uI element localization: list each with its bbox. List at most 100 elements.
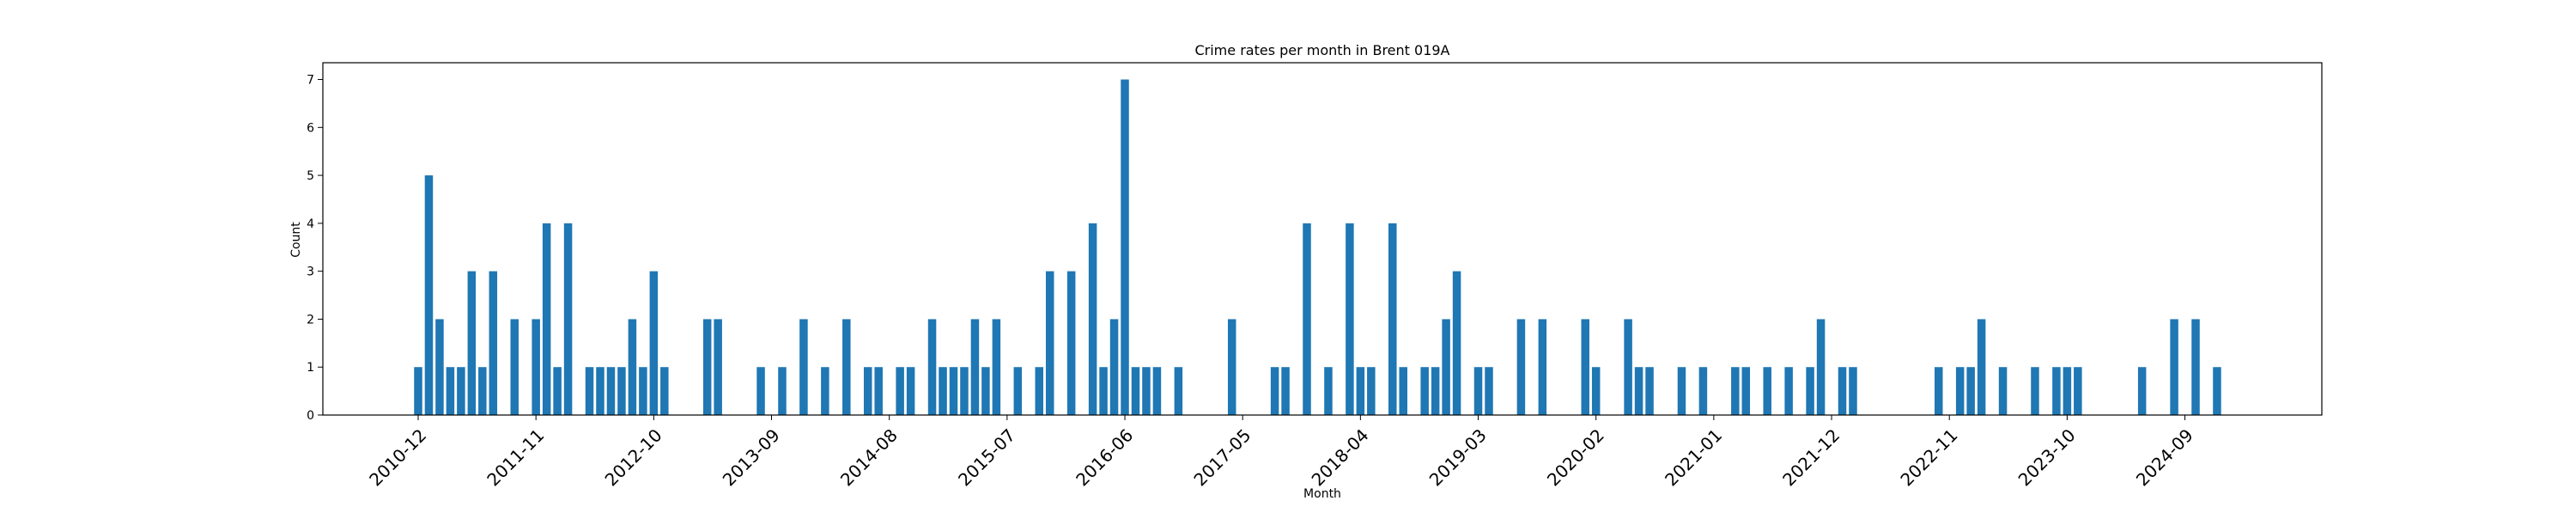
- bar: [1388, 223, 1397, 415]
- bar: [1763, 367, 1771, 415]
- bar: [1367, 367, 1376, 415]
- bar: [1849, 367, 1857, 415]
- bar: [1346, 223, 1354, 415]
- bar: [1591, 367, 1601, 415]
- bar: [532, 319, 540, 415]
- bar: [1731, 367, 1740, 415]
- bar: [1088, 223, 1097, 415]
- bar: [1538, 319, 1547, 415]
- bar: [1281, 367, 1290, 415]
- bar: [1955, 367, 1965, 415]
- bar: [1035, 367, 1044, 415]
- bar: [1485, 367, 1493, 415]
- y-tick-label: 6: [307, 121, 314, 135]
- bar: [585, 367, 594, 415]
- bar: [1473, 367, 1483, 415]
- bar: [1784, 367, 1793, 415]
- bar: [1816, 319, 1826, 415]
- bar: [1698, 367, 1708, 415]
- bar: [553, 367, 562, 415]
- bar: [1013, 367, 1023, 415]
- y-tick-label: 3: [307, 266, 314, 279]
- bar: [1442, 319, 1450, 415]
- bar: [1934, 367, 1943, 415]
- bar: [874, 367, 883, 415]
- bar: [1131, 367, 1140, 415]
- bar: [1966, 367, 1975, 415]
- y-tick-label: 2: [307, 313, 314, 327]
- bar: [478, 367, 487, 415]
- bar: [1045, 271, 1054, 415]
- bar: [1356, 367, 1365, 415]
- bar: [1099, 367, 1108, 415]
- bar: [1152, 367, 1162, 415]
- bar: [1174, 367, 1183, 415]
- bar: [435, 319, 444, 415]
- bar: [1741, 367, 1751, 415]
- bar: [949, 367, 958, 415]
- y-tick-label: 1: [307, 361, 314, 375]
- y-axis: 0 1 2 3 4 5 6 7: [307, 74, 323, 423]
- bars-layer: [414, 79, 2221, 416]
- bar: [1838, 367, 1847, 415]
- bar: [660, 367, 669, 415]
- bar: [457, 367, 465, 415]
- y-tick-label: 0: [307, 409, 314, 423]
- x-axis-label: Month: [1303, 487, 1341, 501]
- bar: [1270, 367, 1279, 415]
- bar: [542, 223, 551, 415]
- bar: [467, 271, 477, 415]
- bar: [510, 319, 519, 415]
- bar: [1516, 319, 1526, 415]
- bar: [799, 319, 808, 415]
- bar: [778, 367, 787, 415]
- bar: [446, 367, 455, 415]
- bar: [563, 223, 573, 415]
- bar: [906, 367, 915, 415]
- bar: [2052, 367, 2061, 415]
- bar: [2074, 367, 2082, 415]
- bar: [1324, 367, 1333, 415]
- bar: [2213, 367, 2221, 415]
- y-tick-label: 4: [307, 217, 314, 231]
- bar: [960, 367, 969, 415]
- bar: [1303, 223, 1311, 415]
- bar: [1399, 367, 1407, 415]
- bar: [939, 367, 947, 415]
- bar: [606, 367, 616, 415]
- bar: [1806, 367, 1814, 415]
- bar: [1624, 319, 1632, 415]
- bar: [1066, 271, 1076, 415]
- bar: [489, 271, 498, 415]
- y-axis-label: Count: [289, 222, 303, 258]
- bar: [842, 319, 851, 415]
- y-tick-label: 5: [307, 169, 314, 183]
- bar: [596, 367, 605, 415]
- bar: [1581, 319, 1589, 415]
- bar: [992, 319, 1001, 415]
- bar: [2170, 319, 2178, 415]
- bar: [970, 319, 980, 415]
- bar: [1121, 79, 1129, 416]
- bar: [628, 319, 637, 415]
- bar: [1227, 319, 1236, 415]
- bar: [756, 367, 765, 415]
- bar: [414, 367, 422, 415]
- bar: [424, 175, 434, 415]
- bar: [896, 367, 904, 415]
- bar: [821, 367, 829, 415]
- bar: [927, 319, 937, 415]
- bar: [863, 367, 872, 415]
- bar: [2063, 367, 2072, 415]
- bar: [714, 319, 722, 415]
- plot-frame: [322, 62, 2323, 416]
- bar: [1977, 319, 1986, 415]
- bar: [981, 367, 990, 415]
- bar: [1677, 367, 1686, 415]
- y-tick-label: 7: [307, 74, 314, 88]
- bar: [1420, 367, 1429, 415]
- bar: [1452, 271, 1461, 415]
- bar: [1142, 367, 1151, 415]
